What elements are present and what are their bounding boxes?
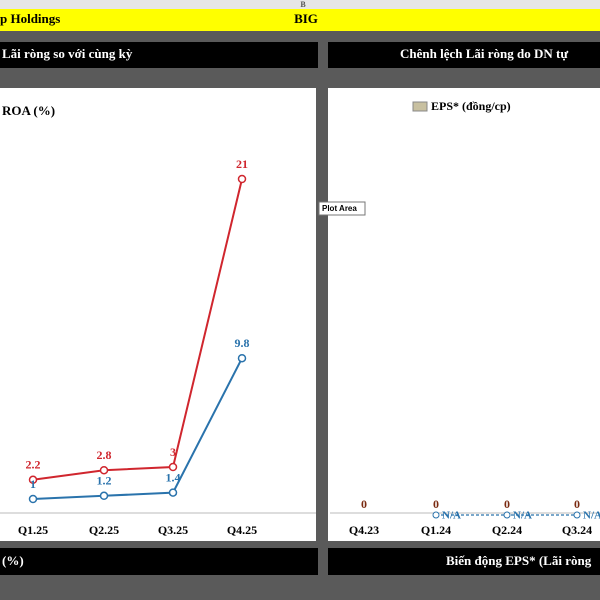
data-label: 1.4 [166,470,181,484]
na-label: N/A [442,510,461,522]
column-header-bar [0,0,600,9]
tooltip-box [318,201,366,216]
column-header[interactable]: B [300,0,306,9]
na-label: N/A [513,510,532,522]
data-label: 3 [170,445,176,459]
legend-swatch [412,101,428,112]
point [99,465,109,475]
data-label: 2.8 [97,448,112,462]
na-point [432,511,440,519]
na-label: N/A [583,510,600,522]
x-tick-label: Q1.25 [18,523,48,537]
ticker: BIG [294,11,318,26]
point [237,174,247,184]
data-label: 0 [504,497,510,511]
na-point [503,511,511,519]
right-chart-panel[interactable] [328,88,600,541]
x-tick-label: Q2.24 [492,523,522,537]
series-line [32,178,243,481]
bottom-left: (%) [2,553,24,568]
na-point [573,511,581,519]
series-line [32,357,243,500]
point [168,462,178,472]
point [28,494,38,504]
point [168,488,178,497]
x-tick-label: Q3.24 [562,523,592,537]
x-tick-label: Q4.23 [349,523,379,537]
company: p Holdings [0,11,60,26]
bottom-right-bar [328,548,600,575]
x-tick-label: Q3.25 [158,523,188,537]
left-chart-panel[interactable] [0,88,316,541]
legend-label: EPS* (đồng/cp) [431,99,511,113]
data-label: 21 [236,157,248,171]
right-header-bar [328,42,600,68]
bottom-left-bar [0,548,318,575]
data-label: 9.8 [235,336,250,350]
bottom-right: Biến động EPS* (Lãi ròng [446,553,592,568]
data-label: 0 [574,497,580,511]
title-row[interactable] [0,9,600,31]
point [28,475,38,485]
right-header: Chênh lệch Lãi ròng do DN tự [400,46,568,61]
data-label: 0 [361,497,367,511]
x-tick-label: Q1.24 [421,523,451,537]
point [237,353,247,363]
data-label: 1.2 [97,474,112,488]
point [99,491,109,501]
data-label: 1 [30,477,36,491]
chart-title: ROA (%) [2,103,55,118]
left-header: Lãi ròng so với cùng kỳ [2,46,133,61]
x-tick-label: Q4.25 [227,523,257,537]
left-header-bar [0,42,318,68]
data-label: 2.2 [26,458,41,472]
x-tick-label: Q2.25 [89,523,119,537]
data-label: 0 [433,497,439,511]
tooltip: Plot Area [322,204,357,213]
